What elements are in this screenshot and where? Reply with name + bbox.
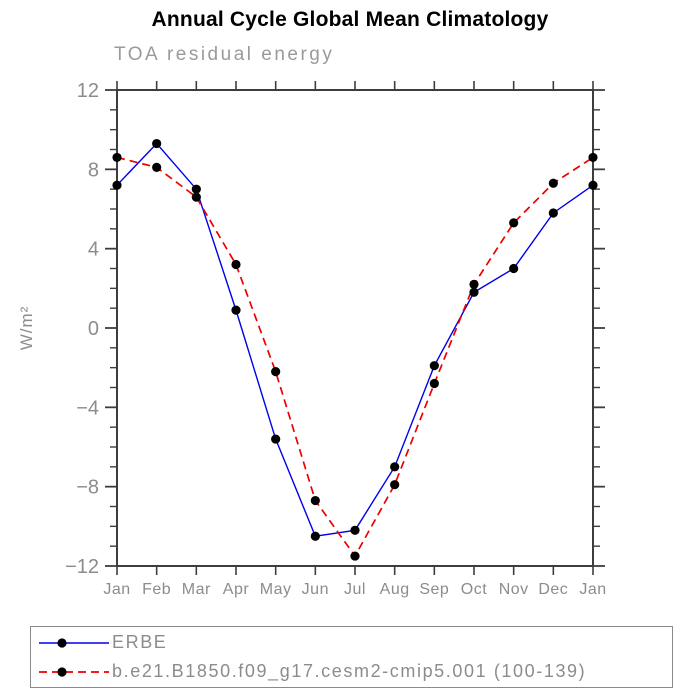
y-tick-label: 12 bbox=[77, 80, 99, 102]
plot-frame bbox=[116, 89, 594, 567]
x-tick-label: Apr bbox=[223, 581, 250, 598]
data-point-marker bbox=[271, 434, 281, 444]
chart-plot-area: Jan Feb Mar Apr May Jun Jul Aug Sep Oct Nov Dec Jan 1… bbox=[17, 80, 606, 598]
data-point-marker bbox=[548, 178, 558, 188]
x-tick-label: May bbox=[260, 581, 292, 598]
x-tick-label: Sep bbox=[419, 581, 449, 598]
y-tick-label: 4 bbox=[88, 239, 99, 261]
x-tick-label: Nov bbox=[499, 581, 529, 598]
x-tick-label: Jun bbox=[302, 581, 329, 598]
y-tick-label: 0 bbox=[88, 318, 99, 340]
y-tick-label: −8 bbox=[76, 477, 99, 499]
legend-entry-model: b.e21.B1850.f09_g17.cesm2-cmip5.001 (100… bbox=[31, 658, 672, 685]
data-point-marker bbox=[548, 208, 558, 218]
legend-entry-erbe: ERBE bbox=[31, 629, 672, 656]
x-tick-label: Mar bbox=[182, 581, 211, 598]
y-tick-label: −4 bbox=[76, 397, 99, 419]
chart-title: Annual Cycle Global Mean Climatology bbox=[151, 8, 549, 31]
legend-label-erbe: ERBE bbox=[112, 632, 168, 652]
legend-box: ERBE b.e21.B1850.f09_g17.cesm2-cmip5.001… bbox=[30, 626, 673, 688]
data-point-marker bbox=[271, 367, 281, 377]
data-point-marker bbox=[390, 480, 400, 490]
data-point-marker bbox=[390, 462, 400, 472]
data-point-marker bbox=[191, 184, 201, 194]
y-tick-label: 8 bbox=[88, 159, 99, 181]
data-point-marker bbox=[231, 259, 241, 270]
data-point-marker bbox=[310, 495, 320, 506]
data-point-marker bbox=[191, 192, 201, 202]
data-point-marker bbox=[231, 305, 241, 315]
data-point-marker bbox=[429, 378, 439, 389]
data-point-marker bbox=[152, 138, 162, 149]
chart-subtitle: TOA residual energy bbox=[114, 44, 335, 65]
data-point-marker bbox=[112, 152, 122, 163]
y-tick-label: −12 bbox=[65, 556, 99, 578]
legend-label-model: b.e21.B1850.f09_g17.cesm2-cmip5.001 (100… bbox=[112, 661, 587, 681]
data-point-marker bbox=[350, 525, 360, 535]
erbe-line-sample bbox=[39, 637, 109, 648]
data-point-marker bbox=[152, 162, 162, 172]
data-point-marker bbox=[112, 180, 122, 190]
data-point-marker bbox=[310, 531, 320, 541]
x-tick-label: Aug bbox=[380, 581, 410, 598]
data-point-marker bbox=[509, 263, 519, 274]
y-axis-title: W/m² bbox=[17, 306, 36, 351]
model-line-sample bbox=[39, 666, 109, 677]
series-line-0 bbox=[116, 142, 594, 538]
data-point-marker bbox=[429, 361, 439, 371]
x-tick-label: Jan bbox=[579, 581, 606, 598]
data-point-marker bbox=[588, 180, 598, 190]
data-point-marker bbox=[469, 287, 479, 297]
x-tick-label: Jan bbox=[103, 581, 130, 598]
data-point-marker bbox=[350, 551, 360, 561]
series-line-1 bbox=[116, 156, 594, 558]
x-tick-label: Dec bbox=[538, 581, 568, 598]
x-tick-label: Oct bbox=[461, 581, 487, 598]
model-marker-icon bbox=[57, 666, 67, 677]
data-point-marker bbox=[469, 279, 479, 289]
data-point-marker bbox=[509, 218, 519, 228]
data-point-marker bbox=[588, 152, 598, 163]
erbe-marker-icon bbox=[57, 637, 67, 648]
x-tick-label: Feb bbox=[142, 581, 171, 598]
x-tick-label: Jul bbox=[344, 581, 366, 598]
